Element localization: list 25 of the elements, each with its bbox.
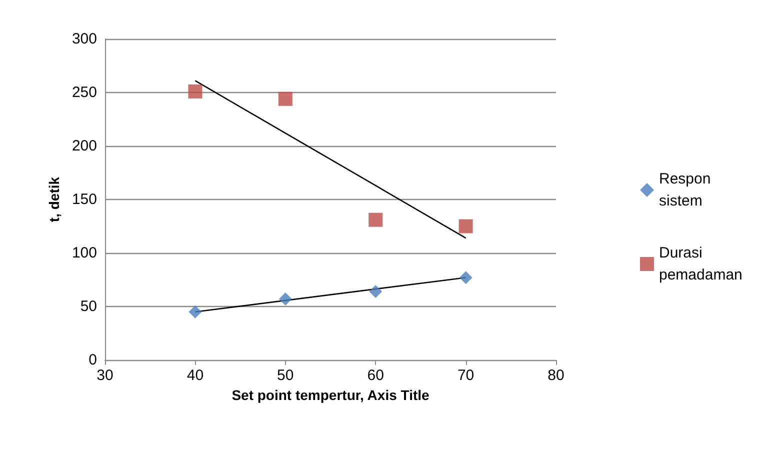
x-axis-title: Set point tempertur, Axis Title (232, 387, 430, 403)
y-tick-label: 100 (72, 244, 97, 262)
point (369, 285, 382, 298)
legend-label: Durasi pemadaman (659, 244, 742, 284)
point (278, 292, 292, 306)
point (188, 305, 202, 318)
point (459, 271, 472, 284)
x-tick-label: 50 (277, 367, 294, 384)
x-tick-label: 60 (367, 367, 384, 384)
x-tick-label: 40 (186, 367, 204, 384)
x-tick-label: 30 (96, 367, 114, 384)
point (458, 219, 473, 234)
x-tick-label: 80 (548, 367, 564, 384)
point (368, 212, 383, 227)
y-axis-title: t, detik (46, 176, 62, 222)
y-tick-label: 0 (88, 352, 97, 368)
y-tick-label: 250 (72, 84, 97, 101)
point (278, 92, 292, 106)
x-tick-label: 70 (457, 367, 474, 384)
legend-label: Respon sistem (659, 170, 715, 210)
y-tick-label: 300 (72, 30, 97, 48)
y-tick-label: 50 (80, 298, 97, 315)
y-tick-label: 150 (72, 191, 97, 208)
point (188, 84, 202, 98)
y-tick-label: 200 (72, 138, 97, 154)
